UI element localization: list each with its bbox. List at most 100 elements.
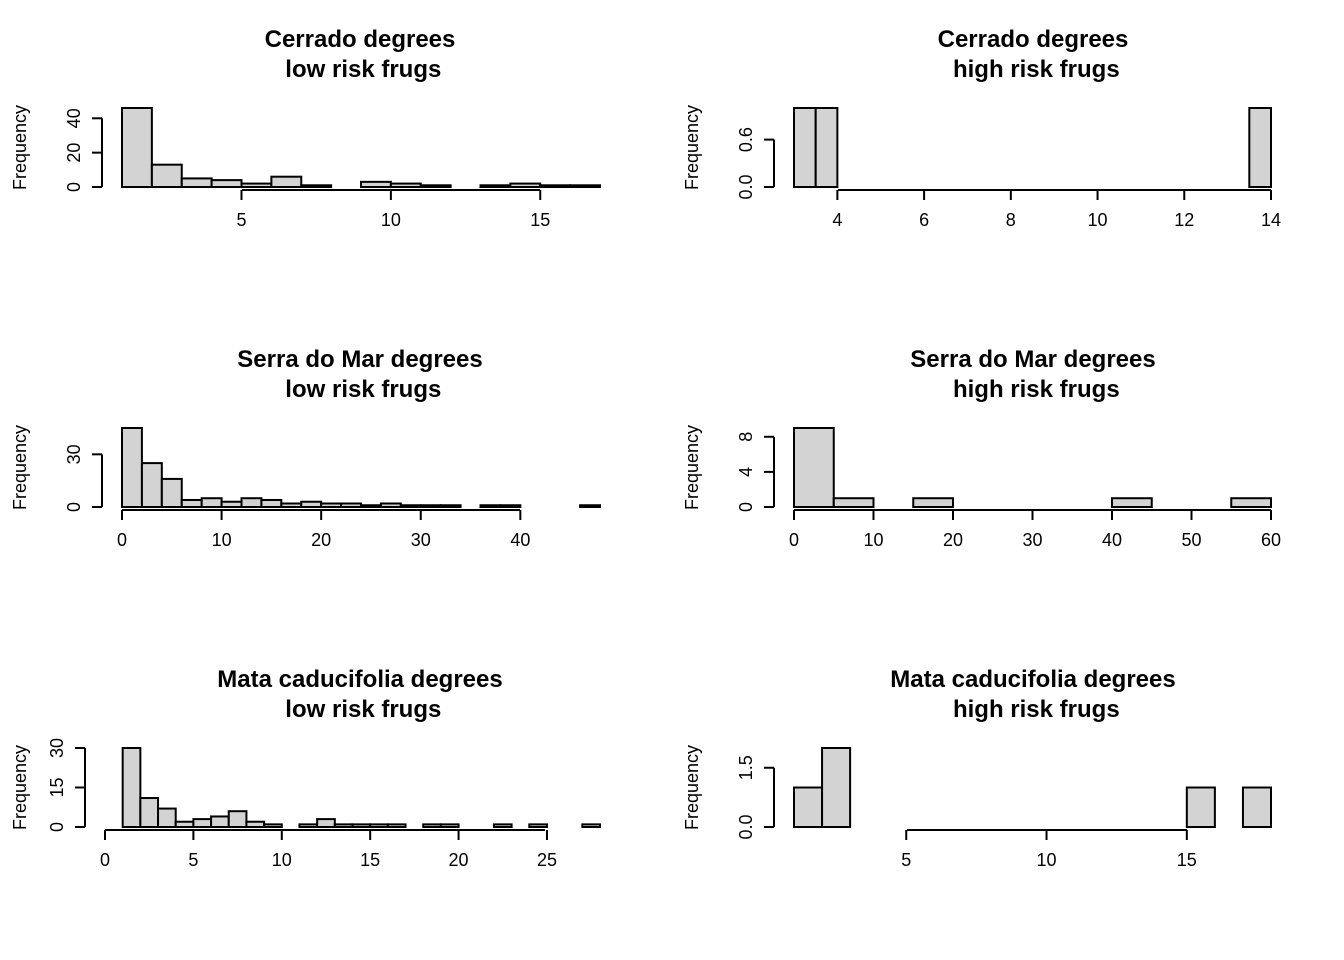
y-tick-label: 0.6 [736, 127, 756, 152]
histogram-bar [509, 182, 542, 188]
histogram-bar [160, 477, 183, 508]
panel-title: Serra do Mar degrees low risk frugs [237, 346, 482, 403]
y-axis-label: Frequency [682, 745, 702, 830]
panel-title-line: high risk frugs [946, 56, 1119, 83]
histogram-bar [389, 182, 422, 188]
histogram-bar [280, 502, 303, 509]
panel-title-line: Mata caducifolia degrees [217, 666, 502, 693]
y-tick-label: 20 [64, 143, 84, 163]
x-tick-label: 10 [863, 530, 883, 550]
histogram-bar [1111, 497, 1153, 509]
y-tick-label: 1.5 [736, 755, 756, 780]
histogram-bar [419, 504, 442, 509]
histogram-bar [157, 807, 177, 828]
histogram-bar [492, 823, 513, 828]
histogram-bar [539, 184, 572, 188]
histogram-bar [121, 427, 143, 508]
x-tick-label: 20 [311, 530, 331, 550]
histogram-bar [1248, 107, 1273, 188]
histogram-bar [240, 182, 273, 188]
y-axis-label: Frequency [10, 105, 30, 190]
histogram-bar [263, 823, 283, 828]
histogram-bar [439, 823, 460, 828]
histogram-bar [150, 163, 183, 189]
histogram-bar [210, 815, 230, 829]
histogram-bar [121, 107, 153, 188]
histogram-bar [320, 502, 343, 509]
y-axis-label: Frequency [10, 425, 30, 510]
histogram-bar [439, 504, 462, 509]
y-tick-label: 8 [736, 432, 756, 442]
y-tick-label: 4 [736, 467, 756, 477]
histogram-bar [479, 504, 502, 509]
x-tick-label: 30 [1022, 530, 1042, 550]
histogram-bar [298, 823, 319, 828]
x-tick-label: 4 [832, 210, 842, 230]
x-tick-label: 50 [1181, 530, 1201, 550]
panel-title-line: low risk frugs [279, 696, 442, 723]
x-tick-label: 10 [381, 210, 401, 230]
histogram-panel-5: Mata caducifolia degrees low risk frugs F… [10, 666, 601, 870]
x-tick-label: 15 [360, 850, 380, 870]
panel-title-line: Cerrado degrees [938, 26, 1129, 53]
x-tick-label: 12 [1174, 210, 1194, 230]
histogram-bar [316, 818, 336, 828]
histogram-bar [220, 500, 243, 509]
x-tick-label: 5 [188, 850, 198, 870]
histogram-bar [174, 820, 195, 829]
histogram-bar [793, 427, 835, 508]
panel-title-line: high risk frugs [946, 376, 1119, 403]
panel-title-line: high risk frugs [946, 696, 1119, 723]
histogram-panel-2: Cerrado degrees high risk frugs Frequency… [682, 26, 1281, 230]
x-tick-label: 14 [1261, 210, 1281, 230]
histogram-bar [399, 504, 422, 509]
y-axis-label: Frequency [682, 425, 702, 510]
panel-title-line: low risk frugs [279, 376, 442, 403]
histogram-bar [793, 107, 817, 188]
y-tick-label: 0 [64, 182, 84, 192]
y-tick-label: 30 [47, 738, 67, 758]
histogram-bar [180, 177, 213, 188]
histogram-bar [360, 504, 382, 509]
panel-title-line: low risk frugs [279, 56, 442, 83]
histogram-bar [499, 504, 522, 509]
histogram-panel-4: Serra do Mar degrees high risk frugs Freq… [682, 346, 1281, 550]
histogram-bar [360, 180, 392, 188]
panel-title: Mata caducifolia degrees high risk frugs [890, 666, 1175, 723]
histogram-bar [1185, 786, 1216, 828]
histogram-bar [300, 500, 323, 509]
x-tick-label: 15 [1177, 850, 1197, 870]
y-tick-label: 40 [64, 108, 84, 128]
y-tick-label: 0.0 [736, 814, 756, 839]
histogram-panel-3: Serra do Mar degrees low risk frugs Frequ… [10, 346, 601, 550]
panel-title: Cerrado degrees low risk frugs [265, 26, 456, 83]
x-tick-label: 60 [1261, 530, 1281, 550]
x-tick-label: 20 [943, 530, 963, 550]
histogram-bar [369, 823, 389, 828]
histogram-bar [180, 498, 203, 509]
histogram-bar [832, 497, 875, 509]
histogram-bar [245, 820, 266, 829]
histogram-bar [140, 462, 163, 509]
histogram-bar [579, 504, 601, 509]
histogram-bar [340, 502, 363, 509]
histogram-panel-1: Cerrado degrees low risk frugs Frequency 0… [10, 26, 601, 230]
histogram-bar [419, 184, 452, 188]
y-tick-label: 30 [64, 444, 84, 464]
x-tick-label: 20 [449, 850, 469, 870]
x-tick-label: 25 [537, 850, 557, 870]
histogram-bar [139, 797, 160, 828]
histogram-bar [192, 818, 213, 828]
histogram-bar [351, 823, 372, 828]
histogram-bar [270, 175, 303, 188]
x-tick-label: 30 [411, 530, 431, 550]
histogram-bar [528, 823, 548, 828]
histogram-bar [821, 747, 852, 828]
histogram-bar [200, 497, 223, 509]
y-tick-label: 0 [736, 502, 756, 512]
x-tick-label: 10 [1088, 210, 1108, 230]
x-tick-label: 15 [530, 210, 550, 230]
panel-title: Cerrado degrees high risk frugs [938, 26, 1129, 83]
x-tick-label: 8 [1006, 210, 1016, 230]
